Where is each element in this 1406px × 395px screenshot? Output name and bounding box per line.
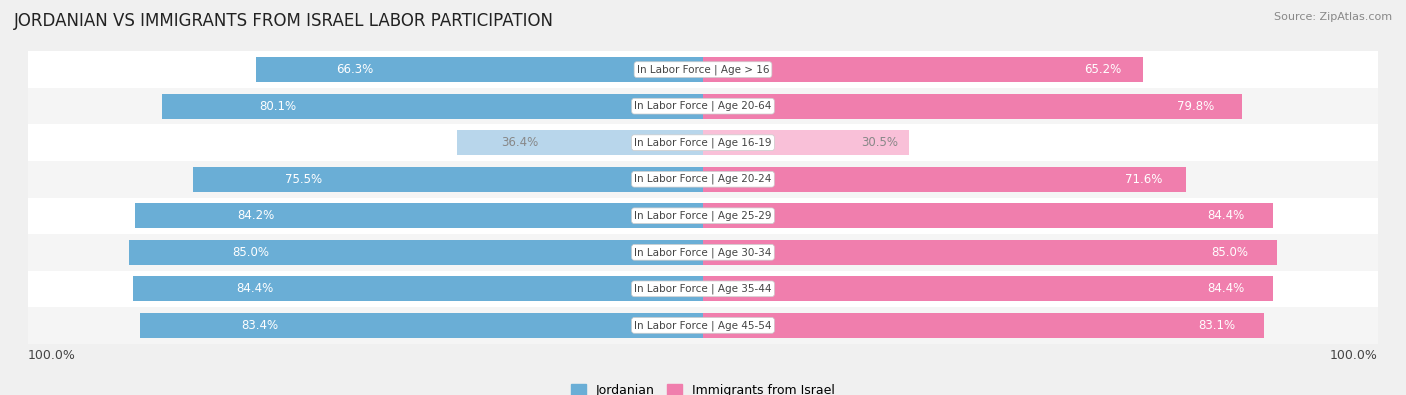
Text: In Labor Force | Age 35-44: In Labor Force | Age 35-44 [634, 284, 772, 294]
Text: 65.2%: 65.2% [1084, 63, 1121, 76]
Text: 75.5%: 75.5% [285, 173, 322, 186]
Text: In Labor Force | Age 20-24: In Labor Force | Age 20-24 [634, 174, 772, 184]
Bar [28, 234, 1378, 271]
Bar [28, 198, 1378, 234]
Bar [28, 88, 1378, 124]
Text: In Labor Force | Age 20-64: In Labor Force | Age 20-64 [634, 101, 772, 111]
Bar [135, 203, 703, 228]
Text: In Labor Force | Age 45-54: In Labor Force | Age 45-54 [634, 320, 772, 331]
Text: 100.0%: 100.0% [28, 349, 76, 362]
Bar [134, 276, 703, 301]
Text: 30.5%: 30.5% [862, 136, 898, 149]
Text: 80.1%: 80.1% [260, 100, 297, 113]
Bar [163, 94, 703, 118]
Bar [703, 94, 1241, 118]
Text: JORDANIAN VS IMMIGRANTS FROM ISRAEL LABOR PARTICIPATION: JORDANIAN VS IMMIGRANTS FROM ISRAEL LABO… [14, 12, 554, 30]
Bar [129, 240, 703, 265]
Bar [703, 313, 1264, 338]
Bar [28, 307, 1378, 344]
Bar [28, 124, 1378, 161]
Bar [28, 271, 1378, 307]
Text: In Labor Force | Age 16-19: In Labor Force | Age 16-19 [634, 137, 772, 148]
Text: 84.4%: 84.4% [1206, 209, 1244, 222]
Text: In Labor Force | Age 30-34: In Labor Force | Age 30-34 [634, 247, 772, 258]
Text: 71.6%: 71.6% [1125, 173, 1161, 186]
Text: Source: ZipAtlas.com: Source: ZipAtlas.com [1274, 12, 1392, 22]
Bar [703, 130, 908, 155]
Text: 85.0%: 85.0% [1211, 246, 1249, 259]
Text: In Labor Force | Age > 16: In Labor Force | Age > 16 [637, 64, 769, 75]
Bar [703, 240, 1277, 265]
Text: 100.0%: 100.0% [1330, 349, 1378, 362]
Text: In Labor Force | Age 25-29: In Labor Force | Age 25-29 [634, 211, 772, 221]
Bar [703, 276, 1272, 301]
Bar [141, 313, 703, 338]
Text: 85.0%: 85.0% [232, 246, 270, 259]
Text: 79.8%: 79.8% [1177, 100, 1215, 113]
Bar [256, 57, 703, 82]
Bar [28, 161, 1378, 198]
Bar [457, 130, 703, 155]
Text: 84.4%: 84.4% [236, 282, 273, 295]
Text: 83.1%: 83.1% [1199, 319, 1236, 332]
Legend: Jordanian, Immigrants from Israel: Jordanian, Immigrants from Israel [565, 379, 841, 395]
Text: 84.2%: 84.2% [238, 209, 274, 222]
Text: 66.3%: 66.3% [336, 63, 374, 76]
Text: 84.4%: 84.4% [1206, 282, 1244, 295]
Text: 36.4%: 36.4% [502, 136, 538, 149]
Bar [28, 51, 1378, 88]
Bar [703, 167, 1187, 192]
Bar [703, 203, 1272, 228]
Text: 83.4%: 83.4% [242, 319, 278, 332]
Bar [703, 57, 1143, 82]
Bar [194, 167, 703, 192]
